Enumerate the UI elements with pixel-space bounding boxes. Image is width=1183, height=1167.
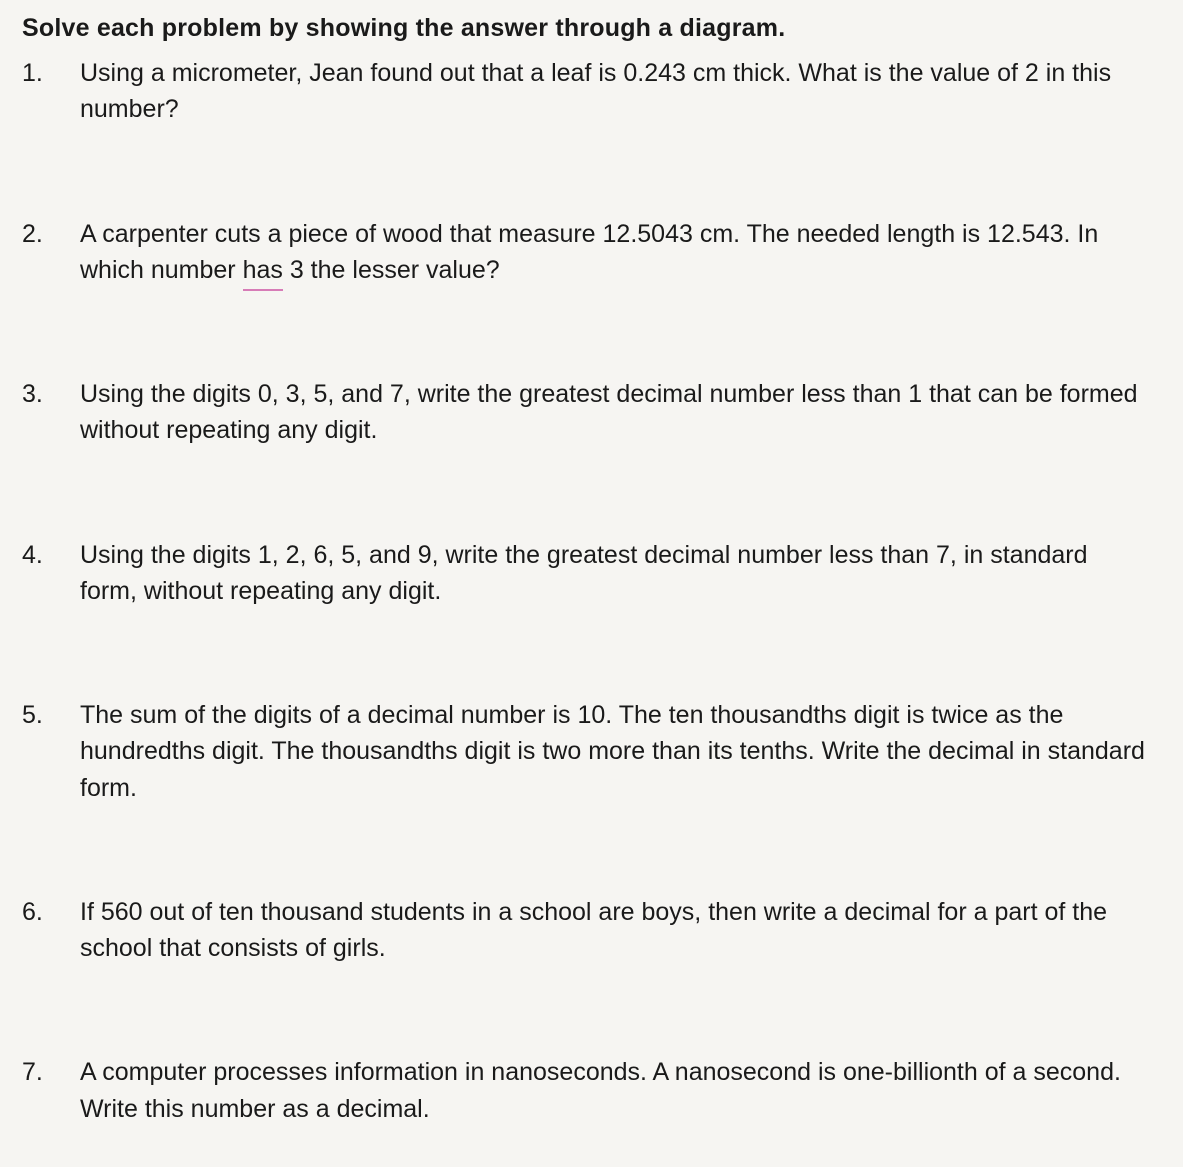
problem-text-pre: A carpenter cuts a piece of wood that me… [80,220,1098,284]
problem-5: 5. The sum of the digits of a decimal nu… [22,697,1157,806]
problem-4: 4. Using the digits 1, 2, 6, 5, and 9, w… [22,537,1157,610]
problem-2: 2. A carpenter cuts a piece of wood that… [22,216,1157,289]
problem-number: 6. [22,894,80,930]
problem-text: Using a micrometer, Jean found out that … [80,55,1157,128]
underlined-word: has [243,252,283,288]
worksheet-page: Solve each problem by showing the answer… [0,0,1183,1167]
problem-number: 7. [22,1054,80,1090]
worksheet-heading: Solve each problem by showing the answer… [22,14,1157,43]
problem-text: If 560 out of ten thousand students in a… [80,894,1157,967]
problem-7: 7. A computer processes information in n… [22,1054,1157,1127]
problem-text: A computer processes information in nano… [80,1054,1157,1127]
problem-text: The sum of the digits of a decimal numbe… [80,697,1157,806]
problem-text-post: 3 the lesser value? [283,256,500,284]
problem-1: 1. Using a micrometer, Jean found out th… [22,55,1157,128]
problem-number: 1. [22,55,80,91]
problem-number: 2. [22,216,80,252]
problem-number: 4. [22,537,80,573]
problem-6: 6. If 560 out of ten thousand students i… [22,894,1157,967]
problem-3: 3. Using the digits 0, 3, 5, and 7, writ… [22,376,1157,449]
problem-text: Using the digits 0, 3, 5, and 7, write t… [80,376,1157,449]
problem-number: 3. [22,376,80,412]
problem-text: A carpenter cuts a piece of wood that me… [80,216,1157,289]
problem-number: 5. [22,697,80,733]
problem-text: Using the digits 1, 2, 6, 5, and 9, writ… [80,537,1157,610]
